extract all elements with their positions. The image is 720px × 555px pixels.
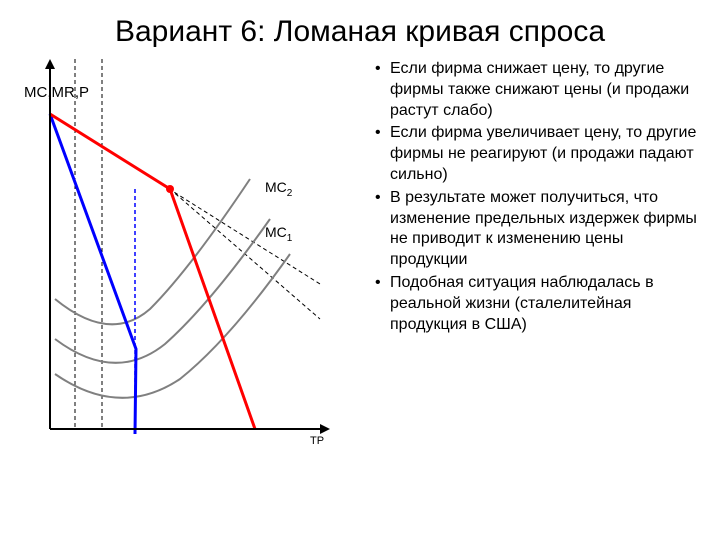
bullet-list-area: Если фирма снижает цену, то другие фирмы… [360,59,700,459]
x-axis-label: TP [310,435,324,447]
y-axis-arrow [45,59,55,69]
chart-svg [20,59,360,459]
mc1-label: MC1 [265,224,292,244]
mc1-sub: 1 [287,233,293,244]
x-axis-arrow [320,424,330,434]
dashed-lines [50,59,320,429]
page-title: Вариант 6: Ломаная кривая спроса [0,15,720,49]
bullet-item: Если фирма увеличивает цену, то другие ф… [370,123,700,185]
mc2-text: MC [265,179,287,195]
content-wrapper: MC,MR,P TP MC2 MC1 Если фирма снижает це… [0,59,720,459]
kink-point [166,185,174,193]
bullet-item: Если фирма снижает цену, то другие фирмы… [370,59,700,121]
mr-curve [50,114,136,434]
mc-curves [55,179,290,398]
mc2-label: MC2 [265,179,292,199]
bullet-item: Подобная ситуация наблюдалась в реальной… [370,273,700,335]
mc2-sub: 2 [287,188,293,199]
mc1-text: MC [265,224,287,240]
y-axis-label: MC,MR,P [24,84,89,101]
bullet-list: Если фирма снижает цену, то другие фирмы… [370,59,700,335]
demand-curve [50,114,255,429]
chart-area: MC,MR,P TP MC2 MC1 [20,59,360,459]
bullet-item: В результате может получиться, что измен… [370,188,700,271]
